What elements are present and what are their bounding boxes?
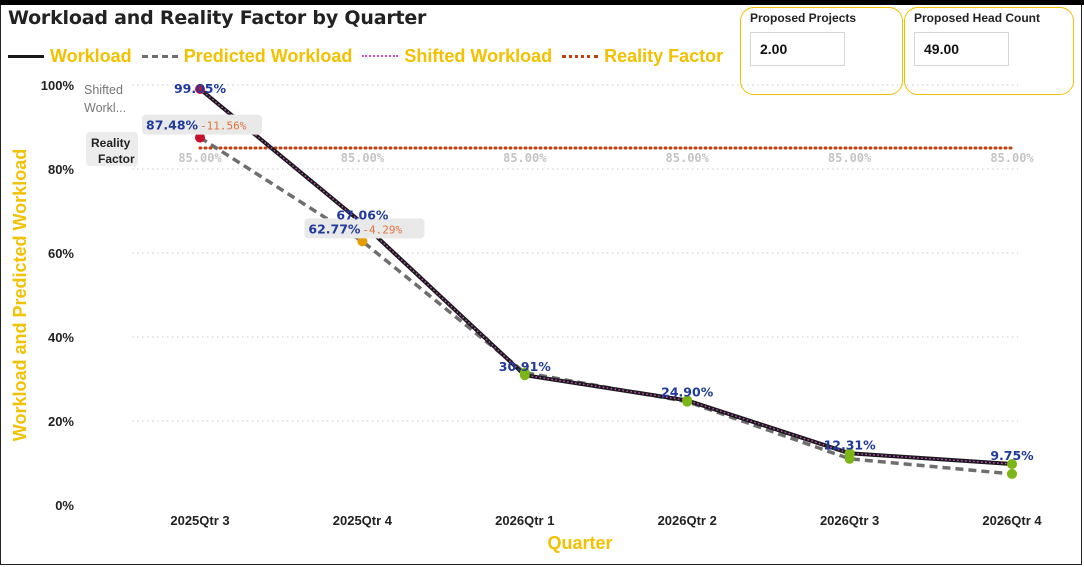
legend-swatch-reality-factor: [562, 54, 599, 58]
data-label-reality-factor: 85.00%: [666, 151, 710, 165]
legend-swatch-predicted-workload: [141, 54, 178, 58]
x-tick-label: 2026Qtr 2: [658, 513, 717, 528]
data-label-workload: 24.90%: [661, 384, 714, 399]
y-tick-label: 40%: [48, 330, 74, 345]
data-label-workload: 67.06%: [336, 207, 389, 222]
y-axis-title: Workload and Predicted Workload: [10, 149, 30, 441]
series-label-shifted-workload: Workl...: [84, 101, 126, 115]
data-label-predicted-workload: 62.77%: [308, 221, 361, 236]
series-label-reality-factor: Factor: [98, 152, 135, 166]
data-label-workload: 12.31%: [824, 437, 877, 452]
marker-predicted-workload: [1007, 468, 1017, 479]
x-tick-label: 2026Qtr 3: [820, 513, 879, 528]
legend-item-reality-factor[interactable]: Reality Factor: [562, 46, 723, 67]
marker-workload: [195, 83, 205, 94]
chart-legend: Workload Predicted Workload Shifted Work…: [8, 44, 733, 68]
legend-item-workload[interactable]: Workload: [8, 46, 132, 67]
y-tick-label: 60%: [48, 246, 74, 261]
series-label-reality-badge: [86, 132, 138, 166]
series-line-shifted-workload: [199, 88, 1013, 465]
y-tick-label: 0%: [55, 498, 74, 513]
proposed-head-count-field[interactable]: 49.00: [914, 32, 1009, 66]
legend-item-predicted-workload[interactable]: Predicted Workload: [141, 45, 353, 67]
marker-predicted-workload: [195, 132, 205, 143]
proposed-projects-title: Proposed Projects: [750, 11, 857, 25]
predicted-label-badge: [142, 114, 262, 135]
proposed-projects-field[interactable]: 2.00: [750, 32, 845, 66]
data-label-reality-factor: 85.00%: [178, 151, 222, 165]
data-label-variance: -11.56%: [200, 120, 247, 133]
marker-predicted-workload: [682, 396, 693, 407]
proposed-projects-card: Proposed Projects 2.00: [740, 7, 903, 95]
marker-predicted-workload: [357, 236, 368, 247]
legend-label-shifted-workload: Shifted Workload: [404, 45, 553, 66]
y-tick-label: 20%: [48, 414, 74, 429]
top-strip: [0, 0, 1084, 5]
legend-label-workload: Workload: [50, 45, 132, 66]
data-label-reality-factor: 85.00%: [503, 151, 547, 165]
legend-label-predicted-workload: Predicted Workload: [183, 45, 353, 66]
series-line-workload: [198, 87, 1013, 467]
data-label-reality-factor: 85.00%: [828, 151, 872, 165]
data-label-workload: 99.05%: [174, 81, 227, 96]
y-tick-label: 100%: [41, 78, 75, 93]
marker-workload: [1007, 459, 1017, 470]
y-tick-label: 80%: [48, 162, 74, 177]
proposed-head-count-card: Proposed Head Count 49.00: [904, 7, 1074, 95]
marker-predicted-workload: [844, 453, 855, 464]
legend-swatch-shifted-workload: [362, 55, 399, 57]
marker-predicted-workload: [519, 367, 530, 378]
data-label-reality-factor: 85.00%: [341, 151, 385, 165]
x-tick-label: 2025Qtr 4: [333, 513, 393, 528]
x-tick-label: 2026Qtr 1: [495, 513, 554, 528]
data-label-workload: 9.75%: [990, 448, 1034, 463]
data-label-workload: 30.91%: [499, 359, 552, 374]
series-label-reality-factor: Reality: [91, 136, 131, 150]
legend-item-shifted-workload[interactable]: Shifted Workload: [362, 46, 552, 67]
data-label-reality-factor: 85.00%: [990, 151, 1034, 165]
data-label-variance: -4.29%: [362, 223, 402, 236]
data-label-predicted-workload: 87.48%: [146, 118, 199, 133]
legend-label-reality-factor: Reality Factor: [604, 45, 724, 66]
x-axis-title: Quarter: [547, 533, 612, 553]
x-tick-label: 2025Qtr 3: [170, 513, 229, 528]
series-label-shifted-workload: Shifted: [84, 83, 123, 97]
x-tick-label: 2026Qtr 4: [982, 513, 1042, 528]
chart-title: Workload and Reality Factor by Quarter: [8, 7, 427, 29]
predicted-label-badge: [304, 218, 425, 239]
legend-swatch-workload: [8, 54, 44, 58]
proposed-head-count-title: Proposed Head Count: [914, 11, 1041, 25]
